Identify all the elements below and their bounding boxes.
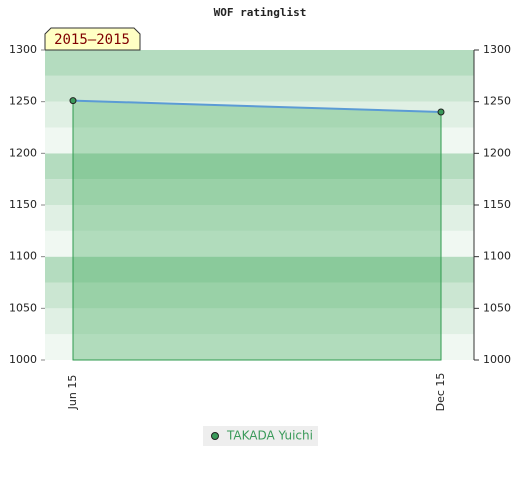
y-tick-label: 1300 — [9, 43, 37, 56]
band — [45, 127, 474, 154]
legend-label: TAKADA Yuichi — [226, 429, 313, 443]
band — [45, 230, 474, 257]
plot-area — [45, 50, 474, 361]
band — [45, 75, 474, 102]
band — [45, 256, 474, 283]
y-tick-label: 1250 — [9, 95, 37, 108]
x-tick-label: Jun 15 — [66, 375, 79, 411]
line — [72, 99, 442, 113]
y-tick-label: 1150 — [9, 198, 37, 211]
y2-tick-label: 1150 — [483, 198, 511, 211]
point — [69, 97, 77, 105]
band — [45, 179, 474, 205]
badge: 2015–2015 — [54, 32, 130, 48]
y2-tick-label: 1000 — [483, 353, 511, 366]
area — [72, 100, 442, 361]
y-tick-label: 1100 — [9, 250, 37, 263]
band — [45, 308, 474, 335]
chart-title: WOF ratinglist — [214, 6, 307, 19]
point — [437, 108, 445, 116]
legend-box — [203, 426, 318, 446]
band — [45, 334, 474, 360]
legend-marker — [211, 432, 219, 440]
x-tick-label: Dec 15 — [434, 373, 447, 412]
band — [45, 50, 474, 76]
band — [45, 153, 474, 180]
y-tick-label: 1200 — [9, 146, 37, 159]
band — [45, 205, 474, 231]
y2-tick-label: 1250 — [483, 95, 511, 108]
y2-tick-label: 1100 — [483, 250, 511, 263]
y-tick-label: 1000 — [9, 353, 37, 366]
y2-tick-label: 1300 — [483, 43, 511, 56]
band — [45, 282, 474, 309]
y-tick-label: 1050 — [9, 301, 37, 314]
y2-tick-label: 1200 — [483, 146, 511, 159]
y2-tick-label: 1050 — [483, 301, 511, 314]
